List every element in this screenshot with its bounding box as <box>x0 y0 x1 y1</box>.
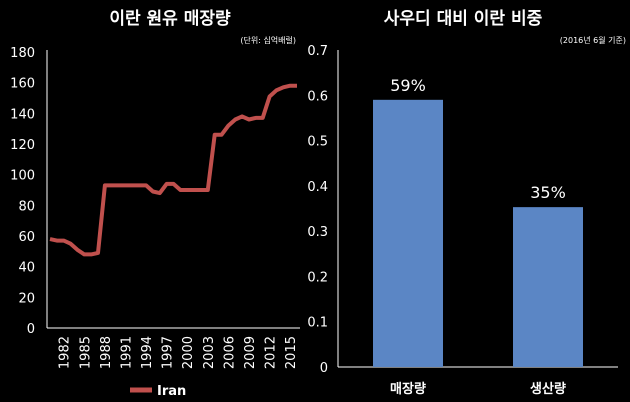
share-y-tick-0.5: 0.5 <box>307 135 328 150</box>
reserves-y-tick-120: 120 <box>10 138 35 153</box>
reserves-y-tick-180: 180 <box>10 46 35 61</box>
legend-label-iran: Iran <box>157 384 186 399</box>
reserves-x-tick-2009: 2009 <box>243 336 258 369</box>
reserves-y-tick-0: 0 <box>27 322 35 337</box>
share-y-tick-0.4: 0.4 <box>307 180 328 195</box>
share-chart-title: 사우디 대비 이란 비중 <box>384 9 543 29</box>
share-y-tick-0.1: 0.1 <box>307 316 328 331</box>
reserves-y-tick-140: 140 <box>10 107 35 122</box>
bar-2 <box>513 207 583 367</box>
reserves-y-tick-80: 80 <box>18 199 35 214</box>
reserves-line-chart: 이란 원유 매장량 (단위: 십억배럴) 0 20 40 60 80 100 120 140 1… <box>10 9 300 399</box>
reserves-x-tick-1997: 1997 <box>161 336 176 369</box>
reserves-unit-label: (단위: 십억배럴) <box>240 35 296 45</box>
reserves-x-tick-1985: 1985 <box>78 336 93 369</box>
bar-category-label-1: 매장량 <box>390 381 426 397</box>
reserves-x-tick-1994: 1994 <box>140 336 155 369</box>
reserves-x-tick-2003: 2003 <box>202 336 217 369</box>
bar-data-label-2: 35% <box>530 183 566 202</box>
reserves-y-tick-20: 20 <box>18 291 35 306</box>
reserves-x-tick-2012: 2012 <box>264 336 279 369</box>
reserves-x-tick-1982: 1982 <box>58 336 73 369</box>
reserves-x-tick-2006: 2006 <box>222 336 237 369</box>
share-y-tick-0.7: 0.7 <box>307 44 328 59</box>
reserves-chart-title: 이란 원유 매장량 <box>109 9 231 29</box>
share-y-tick-0.6: 0.6 <box>307 89 328 104</box>
iran-reserves-line <box>49 83 297 257</box>
reserves-x-tick-2000: 2000 <box>181 336 196 369</box>
share-y-tick-0: 0 <box>320 361 328 376</box>
share-bar-chart: 사우디 대비 이란 비중 (2016년 6월 기준) 0 0.1 0.2 0.3 0.4… <box>307 9 626 397</box>
reserves-x-tick-2015: 2015 <box>284 336 299 369</box>
reserves-y-tick-40: 40 <box>18 261 35 276</box>
share-basis-label: (2016년 6월 기준) <box>560 35 626 45</box>
bar-1 <box>373 99 443 368</box>
reserves-y-tick-100: 100 <box>10 169 35 184</box>
reserves-x-tick-1988: 1988 <box>99 336 114 369</box>
share-y-tick-0.2: 0.2 <box>307 270 328 285</box>
reserves-y-tick-160: 160 <box>10 77 35 92</box>
bar-data-label-1: 59% <box>390 76 426 95</box>
share-y-tick-0.3: 0.3 <box>307 225 328 240</box>
bar-category-label-2: 생산량 <box>530 381 566 397</box>
reserves-x-tick-1991: 1991 <box>119 336 134 369</box>
reserves-y-tick-60: 60 <box>18 230 35 245</box>
